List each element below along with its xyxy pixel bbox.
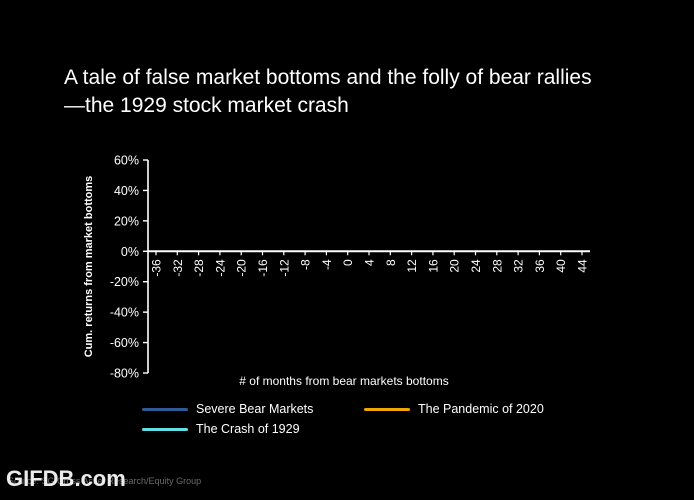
x-tick-label: 40: [554, 259, 568, 273]
legend-item-crash-1929: The Crash of 1929: [142, 422, 300, 436]
source-note: Source: SG Cross Asset Research/Equity G…: [8, 476, 202, 486]
legend-label: The Crash of 1929: [196, 422, 300, 436]
x-tick-label: 12: [405, 259, 419, 273]
y-tick-label: 40%: [114, 184, 139, 198]
y-tick-label: -20%: [110, 275, 139, 289]
y-tick-label: -60%: [110, 336, 139, 350]
y-tick-label: 20%: [114, 214, 139, 228]
legend-label: The Pandemic of 2020: [418, 402, 544, 416]
chart-title-line-2: —the 1929 stock market crash: [64, 94, 349, 117]
legend-swatch-severe-bear-markets: [142, 407, 188, 411]
x-tick-label: 28: [490, 259, 504, 273]
legend-item-pandemic-2020: The Pandemic of 2020: [364, 402, 544, 416]
legend-swatch-crash-1929: [142, 427, 188, 431]
legend-item-severe-bear-markets: Severe Bear Markets: [142, 402, 313, 416]
y-tick-label: -80%: [110, 367, 139, 381]
x-tick-label: 4: [363, 259, 377, 266]
x-tick-label: 32: [512, 259, 526, 273]
legend-swatch-pandemic-2020: [364, 407, 410, 411]
x-tick-label: -20: [235, 259, 249, 277]
x-tick-label: 16: [426, 259, 440, 273]
y-axis-label: Cum. returns from market bottoms: [83, 176, 95, 358]
chart-title: A tale of false market bottoms and the f…: [64, 64, 664, 120]
x-axis: -36 -32 -28 -24 -20 -16 -12 -8 -4 0 4 8 12 16 20 24 28 32…: [148, 250, 590, 277]
x-tick-label: -24: [213, 259, 227, 277]
chart-title-line-1: A tale of false market bottoms and the f…: [64, 66, 592, 89]
x-tick-label: 0: [341, 259, 355, 266]
x-tick-label: -32: [171, 259, 185, 277]
x-tick-label: -16: [256, 259, 270, 277]
x-tick-label: -36: [150, 259, 164, 277]
legend-label: Severe Bear Markets: [196, 402, 314, 416]
y-tick-label: -40%: [110, 306, 139, 320]
x-tick-label: -4: [320, 259, 334, 270]
x-tick-label: 36: [533, 259, 547, 273]
y-tick-label: 0%: [121, 245, 139, 259]
x-tick-label: 20: [448, 259, 462, 273]
x-tick-label: 8: [384, 259, 398, 266]
y-tick-label: 60%: [114, 154, 139, 168]
x-tick-label: 24: [469, 259, 483, 273]
y-axis: 60% 40% 20% 0% -20% -40% -60% -80%: [110, 154, 149, 381]
x-tick-label: 44: [576, 259, 590, 273]
x-tick-label: -28: [192, 259, 206, 277]
x-axis-label: # of months from bear markets bottoms: [239, 374, 448, 388]
watermark-logo: GIFDB.com: [6, 466, 126, 491]
legend: Severe Bear Markets The Pandemic of 2020…: [142, 402, 602, 442]
x-tick-label: -8: [299, 259, 313, 270]
x-tick-label: -12: [277, 259, 291, 277]
